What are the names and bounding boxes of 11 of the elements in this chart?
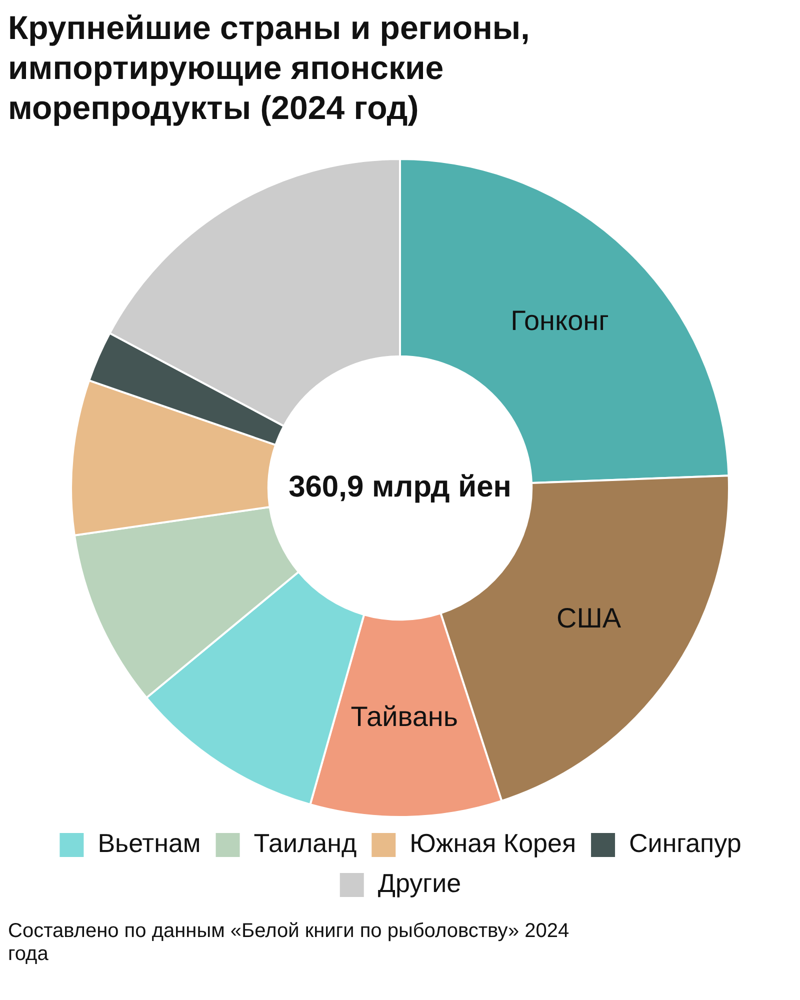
slice-label: Тайвань bbox=[350, 700, 458, 732]
text: Составлено по данным «Белой книги по рыболовству» 2024 года bbox=[8, 920, 570, 966]
slice-label: США bbox=[556, 602, 622, 634]
text: 360,9 млрд йен bbox=[288, 470, 512, 504]
legend-label: Южная Корея bbox=[410, 828, 576, 858]
legend-label: Таиланд bbox=[254, 828, 357, 858]
legend-label: Сингапур bbox=[629, 828, 742, 858]
legend-label: Другие bbox=[378, 868, 462, 898]
slice-label: Гонконг bbox=[510, 304, 609, 336]
chart-title: Крупнейшие страны и регионы, импортирующие японские морепродукты (2024 год) bbox=[8, 8, 531, 128]
legend-label: Вьетнам bbox=[98, 828, 201, 858]
